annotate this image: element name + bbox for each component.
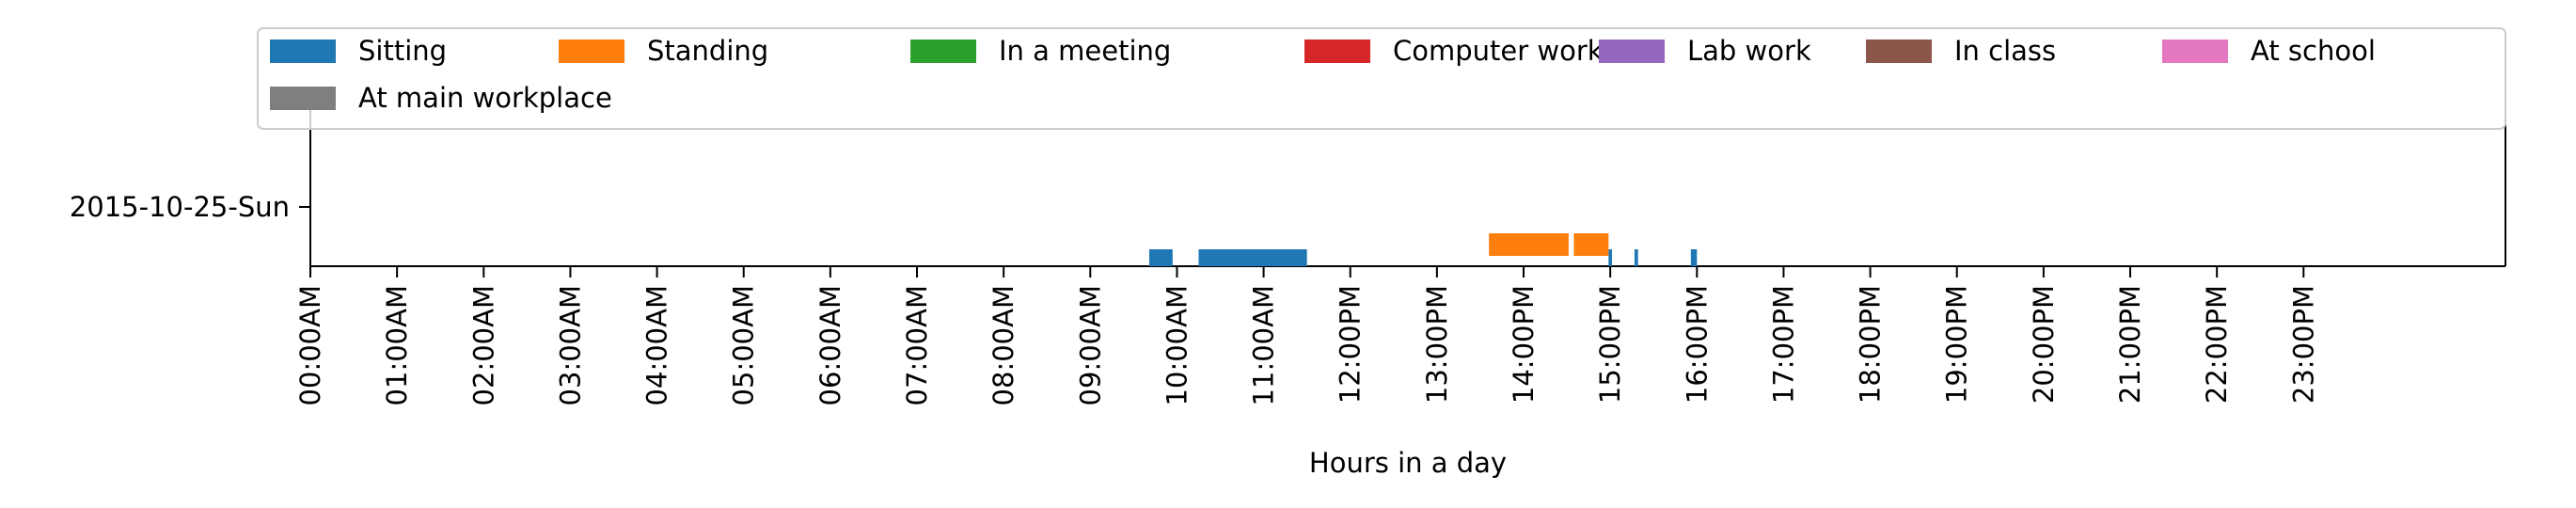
bar-standing-1 — [1573, 233, 1609, 256]
x-tick-label: 05:00AM — [728, 285, 760, 405]
bar-sitting-0 — [1148, 249, 1173, 266]
legend-swatch-at-school — [2162, 40, 2228, 63]
x-tick-label: 09:00AM — [1074, 285, 1106, 405]
legend-label-computer-work: Computer work — [1393, 35, 1604, 67]
legend: Sitting Standing In a meeting Computer work… — [257, 27, 2506, 130]
legend-swatch-in-class — [1866, 40, 1932, 63]
legend-swatch-lab-work — [1599, 40, 1665, 63]
x-tick-label: 01:00AM — [381, 285, 413, 405]
legend-label-lab-work: Lab work — [1687, 35, 1811, 67]
x-tick-label: 07:00AM — [901, 285, 933, 405]
bar-sitting-4 — [1690, 249, 1698, 266]
legend-label-in-class: In class — [1954, 35, 2056, 67]
y-axis-ticks: 2015-10-25-Sun — [70, 191, 310, 223]
x-tick-label: 17:00PM — [1767, 285, 1799, 404]
x-tick-label: 11:00AM — [1248, 285, 1280, 405]
legend-label-in-a-meeting: In a meeting — [999, 35, 1171, 67]
x-tick-label: 10:00AM — [1161, 285, 1193, 405]
x-tick-label: 04:00AM — [641, 285, 673, 405]
x-tick-label: 03:00AM — [554, 285, 586, 405]
x-tick-label: 16:00PM — [1681, 285, 1713, 404]
plot-area: 2015-10-25-Sun 00:00AM 01:00AM 02:00AM 03:0… — [70, 103, 2506, 405]
x-tick-label: 08:00AM — [988, 285, 1019, 405]
legend-swatch-standing — [559, 40, 624, 63]
x-tick-label: 13:00PM — [1421, 285, 1453, 404]
y-tick-label: 2015-10-25-Sun — [70, 191, 290, 223]
x-tick-label: 14:00PM — [1508, 285, 1540, 404]
x-tick-label: 06:00AM — [814, 285, 846, 405]
bar-sitting-1 — [1198, 249, 1307, 266]
legend-swatch-computer-work — [1304, 40, 1370, 63]
legend-label-sitting: Sitting — [358, 35, 447, 67]
bar-standing-0 — [1489, 233, 1569, 256]
bar-sitting-3 — [1634, 249, 1638, 266]
x-tick-label: 21:00PM — [2114, 285, 2146, 404]
x-tick-label: 19:00PM — [1941, 285, 1973, 404]
x-tick-label: 23:00PM — [2287, 285, 2319, 404]
legend-label-at-school: At school — [2251, 35, 2376, 67]
x-tick-label: 02:00AM — [467, 285, 499, 405]
legend-swatch-sitting — [270, 40, 336, 63]
legend-label-at-main-workplace: At main workplace — [358, 82, 612, 114]
bar-sitting-2 — [1608, 249, 1612, 266]
x-tick-label: 20:00PM — [2028, 285, 2060, 404]
legend-swatch-at-main-workplace — [270, 87, 336, 110]
x-tick-label: 18:00PM — [1855, 285, 1887, 404]
x-axis-ticks: 00:00AM 01:00AM 02:00AM 03:00AM 04:00AM 05:00… — [294, 266, 2319, 405]
legend-swatch-in-a-meeting — [910, 40, 976, 63]
x-tick-label: 15:00PM — [1594, 285, 1626, 404]
x-axis-label: Hours in a day — [1309, 447, 1507, 479]
x-tick-label: 12:00PM — [1335, 285, 1367, 404]
x-tick-label: 00:00AM — [294, 285, 326, 405]
interval-bars — [1148, 233, 1698, 266]
legend-label-standing: Standing — [647, 35, 768, 67]
legend-frame — [257, 27, 2506, 130]
x-tick-label: 22:00PM — [2201, 285, 2233, 404]
